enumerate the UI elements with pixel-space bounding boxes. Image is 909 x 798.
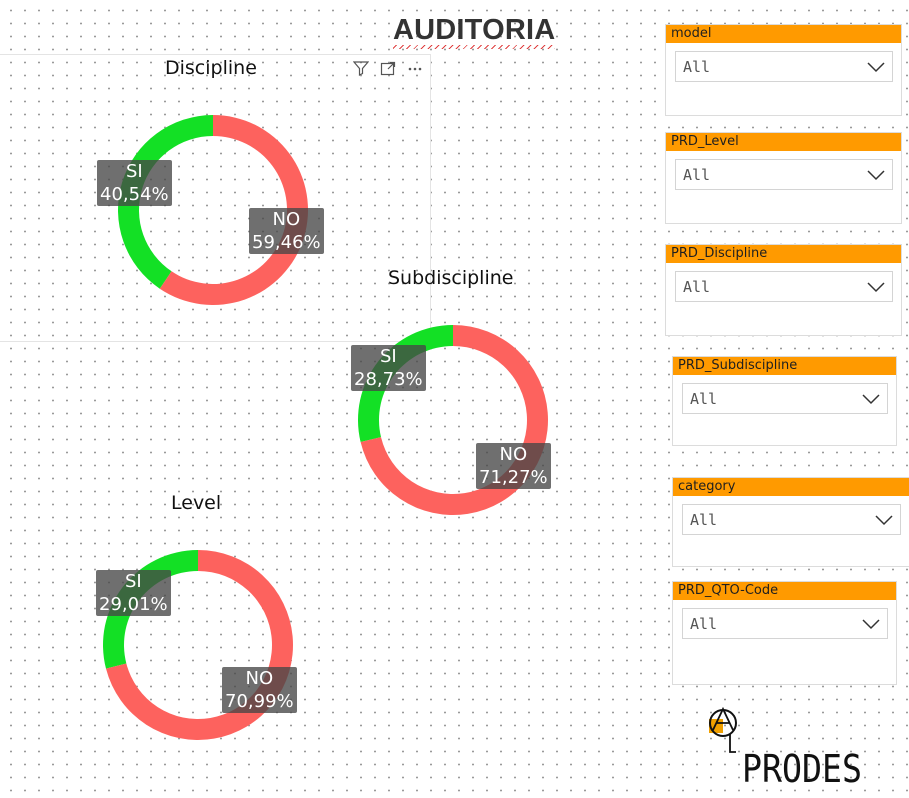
slicer-dropdown[interactable]: All [675, 51, 893, 82]
visual-header [352, 60, 424, 76]
data-label-no: NO 59,46% [249, 208, 324, 254]
slicer-value: All [690, 615, 718, 633]
discipline-visual-frame [0, 54, 431, 342]
chevron-down-icon [867, 282, 885, 293]
donut-slice-no[interactable] [159, 115, 308, 305]
chevron-down-icon [875, 515, 893, 526]
slicer-header: model [666, 25, 901, 43]
slicer-header: category [673, 478, 909, 496]
slicer-prd-level: PRD_Level All [665, 132, 902, 224]
data-label-si: SI 40,54% [97, 160, 172, 206]
slicer-header: PRD_Level [666, 133, 901, 151]
chart-title-discipline: Discipline [165, 57, 257, 79]
donut-chart-discipline[interactable] [113, 110, 313, 310]
slicer-dropdown[interactable]: All [682, 504, 901, 535]
slicer-header: PRD_Subdiscipline [673, 357, 896, 375]
slicer-header: PRD_QTO-Code [673, 582, 896, 600]
slicer-value: All [690, 511, 718, 529]
chevron-down-icon [867, 62, 885, 73]
slicer-prd-qto-code: PRD_QTO-Code All [672, 581, 897, 685]
donut-slice-si[interactable] [118, 115, 213, 289]
slicer-dropdown[interactable]: All [682, 608, 888, 639]
logo-text: PRODES [742, 747, 862, 790]
chart-title-subdiscipline: Subdiscipline [388, 267, 514, 289]
slicer-dropdown[interactable]: All [675, 271, 893, 302]
chevron-down-icon [867, 170, 885, 181]
chevron-down-icon [862, 619, 880, 630]
slicer-dropdown[interactable]: All [682, 383, 888, 414]
chart-title-level: Level [171, 492, 222, 514]
slicer-header: PRD_Discipline [666, 245, 901, 263]
slicer-prd-subdiscipline: PRD_Subdiscipline All [672, 356, 897, 446]
filter-icon[interactable] [352, 60, 370, 76]
slicer-value: All [683, 166, 711, 184]
slicer-dropdown[interactable]: All [675, 159, 893, 190]
chevron-down-icon [862, 394, 880, 405]
more-options-icon[interactable] [406, 60, 424, 76]
slicer-prd-discipline: PRD_Discipline All [665, 244, 902, 336]
slicer-value: All [683, 58, 711, 76]
prodes-logo: PRODES [709, 706, 862, 790]
slicer-value: All [683, 278, 711, 296]
focus-mode-icon[interactable] [379, 60, 397, 76]
report-title: AUDITORIA [393, 14, 556, 49]
data-label-si: SI 29,01% [96, 570, 171, 616]
slicer-value: All [690, 390, 718, 408]
data-label-si: SI 28,73% [351, 345, 426, 391]
data-label-no: NO 71,27% [476, 443, 551, 489]
slicer-category: category All [672, 477, 909, 567]
data-label-no: NO 70,99% [222, 667, 297, 713]
slicer-model: model All [665, 24, 902, 116]
